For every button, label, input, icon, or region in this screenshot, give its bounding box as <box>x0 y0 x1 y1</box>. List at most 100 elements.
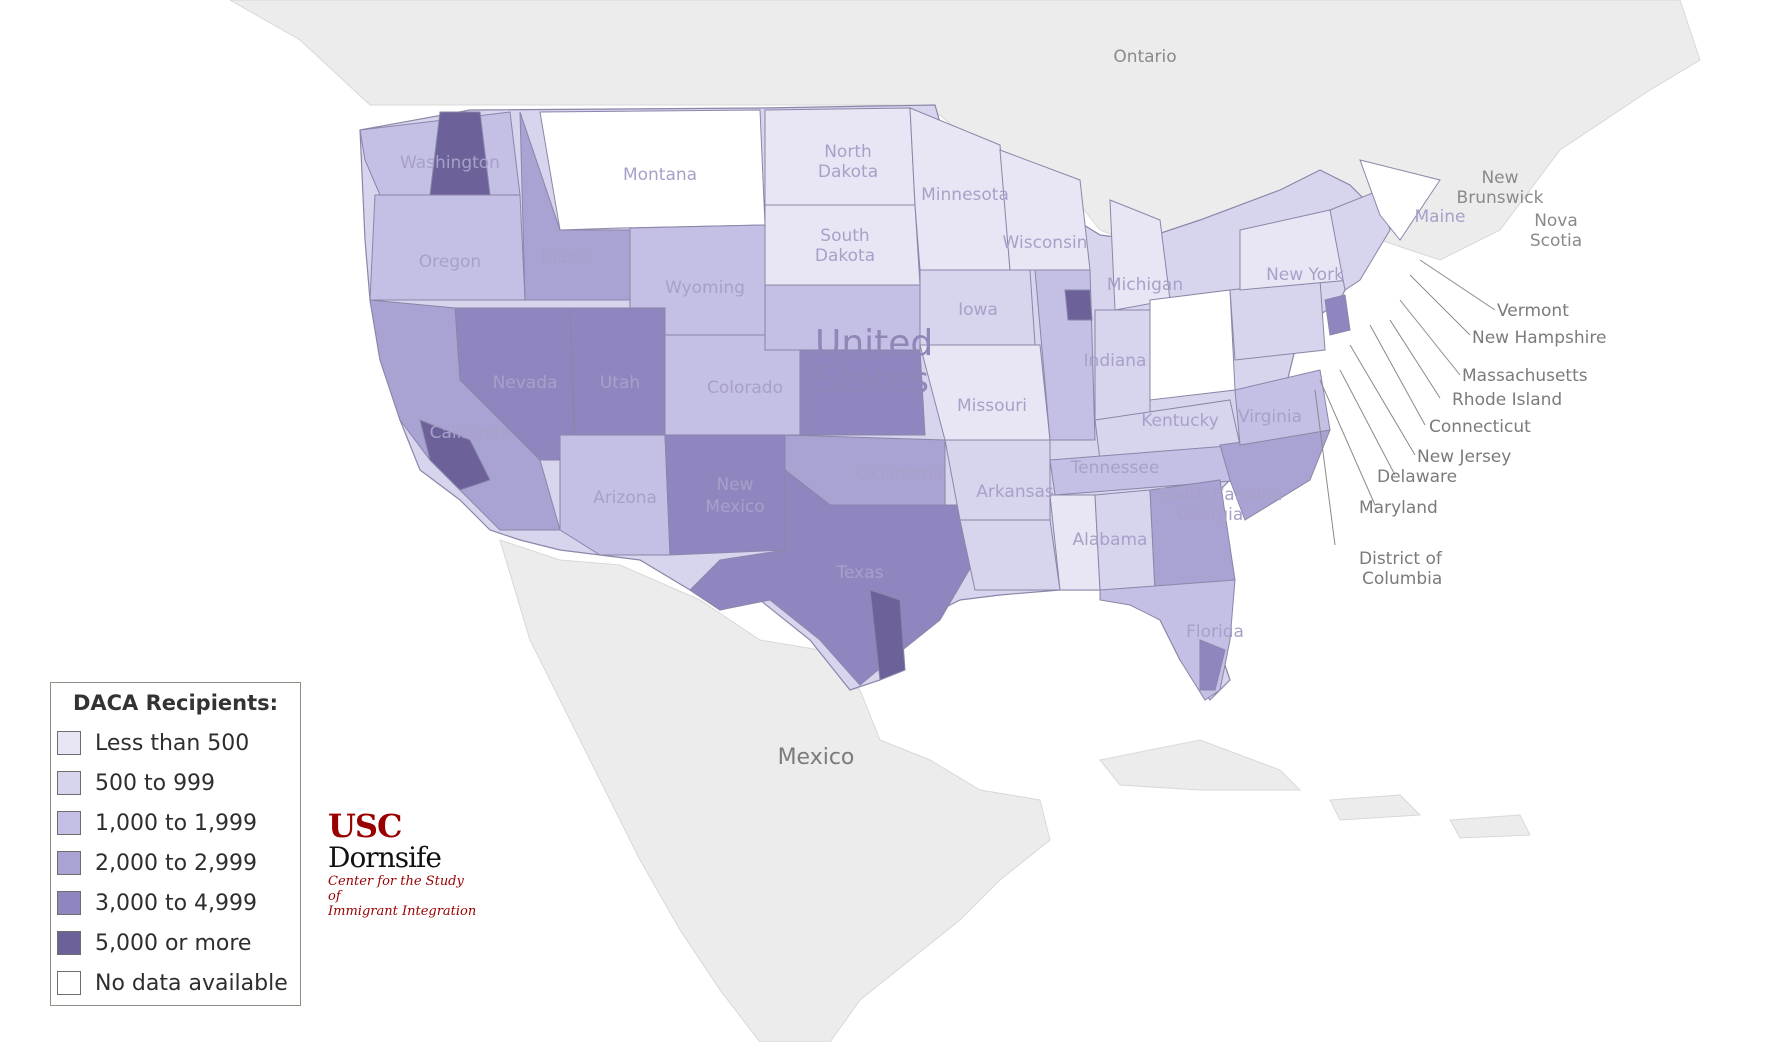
legend-label: No data available <box>95 970 288 996</box>
label-montana: Montana <box>623 165 697 185</box>
logo-usc: USC <box>328 807 402 845</box>
region-pennsylvania[interactable] <box>1229 279 1326 361</box>
label-south-dakota-2: Dakota <box>815 246 875 266</box>
legend-title: DACA Recipients: <box>72 691 279 715</box>
label-michigan: Michigan <box>1107 275 1183 295</box>
label-idaho: Idaho <box>541 247 588 267</box>
legend-item[interactable]: No data available <box>57 963 294 1003</box>
region-ohio[interactable] <box>1149 289 1236 401</box>
legend-item[interactable]: 3,000 to 4,999 <box>57 883 294 923</box>
region-nyc[interactable] <box>1324 294 1351 336</box>
label-colorado: Colorado <box>707 378 783 398</box>
legend-item[interactable]: 1,000 to 1,999 <box>57 803 294 843</box>
callout-dc-2: Columbia <box>1362 569 1442 589</box>
callout-vermont: Vermont <box>1497 301 1569 321</box>
region-south-florida[interactable] <box>1199 639 1226 691</box>
region-maine[interactable] <box>1359 159 1441 241</box>
callout-lines <box>1314 259 1496 546</box>
mexico-landmass <box>499 539 1051 1042</box>
region-arizona[interactable] <box>559 434 671 556</box>
legend-swatch <box>57 891 81 915</box>
callout-dc-1: District of <box>1359 549 1443 569</box>
label-new-brunswick-1: New <box>1481 168 1518 188</box>
label-north-dakota-2: Dakota <box>818 162 878 182</box>
region-chicago[interactable] <box>1064 289 1093 321</box>
legend-label: 2,000 to 2,999 <box>95 850 258 876</box>
callout-connecticut: Connecticut <box>1429 417 1531 437</box>
label-california: California <box>430 423 511 443</box>
legend-label: 3,000 to 4,999 <box>95 890 258 916</box>
label-north-dakota-1: North <box>824 142 872 162</box>
label-utah: Utah <box>600 373 640 393</box>
label-ontario: Ontario <box>1113 47 1176 67</box>
legend-item[interactable]: 5,000 or more <box>57 923 294 963</box>
legend: DACA Recipients: Less than 500 500 to 99… <box>50 682 301 1006</box>
legend-label: 1,000 to 1,999 <box>95 810 258 836</box>
region-utah[interactable] <box>569 307 666 436</box>
legend-swatch <box>57 731 81 755</box>
callout-delaware: Delaware <box>1377 467 1457 487</box>
legend-swatch <box>57 811 81 835</box>
legend-label: 500 to 999 <box>95 770 216 796</box>
legend-swatch <box>57 931 81 955</box>
label-texas: Texas <box>836 563 884 583</box>
region-louisiana[interactable] <box>959 519 1061 591</box>
label-wyoming: Wyoming <box>665 278 745 298</box>
legend-item[interactable]: 500 to 999 <box>57 763 294 803</box>
logo-tagline-2: Immigrant Integration <box>328 904 477 919</box>
label-washington: Washington <box>400 153 500 173</box>
region-virginia[interactable] <box>1234 369 1331 446</box>
caribbean-islands <box>1099 739 1531 839</box>
label-florida: Florida <box>1186 622 1244 642</box>
label-new-mexico-2: Mexico <box>705 497 764 517</box>
callout-new-hampshire: New Hampshire <box>1472 328 1606 348</box>
label-nevada: Nevada <box>493 373 558 393</box>
label-alabama: Alabama <box>1073 530 1148 550</box>
us-states[interactable] <box>359 104 1441 701</box>
label-virginia: Virginia <box>1238 407 1302 427</box>
region-texas-south[interactable] <box>869 589 906 681</box>
label-tennessee: Tennessee <box>1070 458 1160 478</box>
region-nebraska[interactable] <box>764 284 921 351</box>
legend-swatch <box>57 851 81 875</box>
region-new-mexico[interactable] <box>664 434 786 556</box>
label-new-york: New York <box>1266 265 1344 285</box>
label-south-dakota-1: South <box>820 226 869 246</box>
region-oregon[interactable] <box>369 194 526 301</box>
callout-massachusetts: Massachusetts <box>1462 366 1588 386</box>
legend-swatch <box>57 771 81 795</box>
logo-dornsife: Dornsife <box>328 841 442 874</box>
label-iowa: Iowa <box>958 300 998 320</box>
region-california-la[interactable] <box>419 419 491 491</box>
legend-label: Less than 500 <box>95 730 250 756</box>
legend-item[interactable]: 2,000 to 2,999 <box>57 843 294 883</box>
label-georgia: Georgia <box>1177 505 1244 525</box>
label-indiana: Indiana <box>1084 351 1147 371</box>
label-nova-scotia-2: Scotia <box>1530 231 1582 251</box>
label-arizona: Arizona <box>593 488 657 508</box>
usc-dornsife-logo: USC Dornsife Center for the Study of Imm… <box>328 810 478 919</box>
country-label-line2: States <box>815 360 929 401</box>
region-arkansas[interactable] <box>944 439 1051 521</box>
label-nova-scotia-1: Nova <box>1534 211 1578 231</box>
label-oregon: Oregon <box>419 252 481 272</box>
logo-tagline-1: Center for the Study of <box>328 874 464 904</box>
label-arkansas: Arkansas <box>976 482 1054 502</box>
callout-rhode-island: Rhode Island <box>1452 390 1562 410</box>
label-mexico: Mexico <box>778 745 855 770</box>
region-california[interactable] <box>369 299 561 531</box>
label-wisconsin: Wisconsin <box>1003 233 1088 253</box>
legend-swatch <box>57 971 81 995</box>
legend-item[interactable]: Less than 500 <box>57 723 294 763</box>
label-new-brunswick-2: Brunswick <box>1457 188 1544 208</box>
label-missouri: Missouri <box>957 396 1027 416</box>
legend-label: 5,000 or more <box>95 930 252 956</box>
country-label-line1: United <box>815 323 933 364</box>
callout-maryland: Maryland <box>1359 498 1438 518</box>
label-minnesota: Minnesota <box>921 185 1009 205</box>
label-maine: Maine <box>1414 207 1465 227</box>
callout-new-jersey: New Jersey <box>1417 447 1511 467</box>
label-south-carolina: South Carolina <box>1158 485 1283 505</box>
label-kentucky: Kentucky <box>1141 411 1219 431</box>
